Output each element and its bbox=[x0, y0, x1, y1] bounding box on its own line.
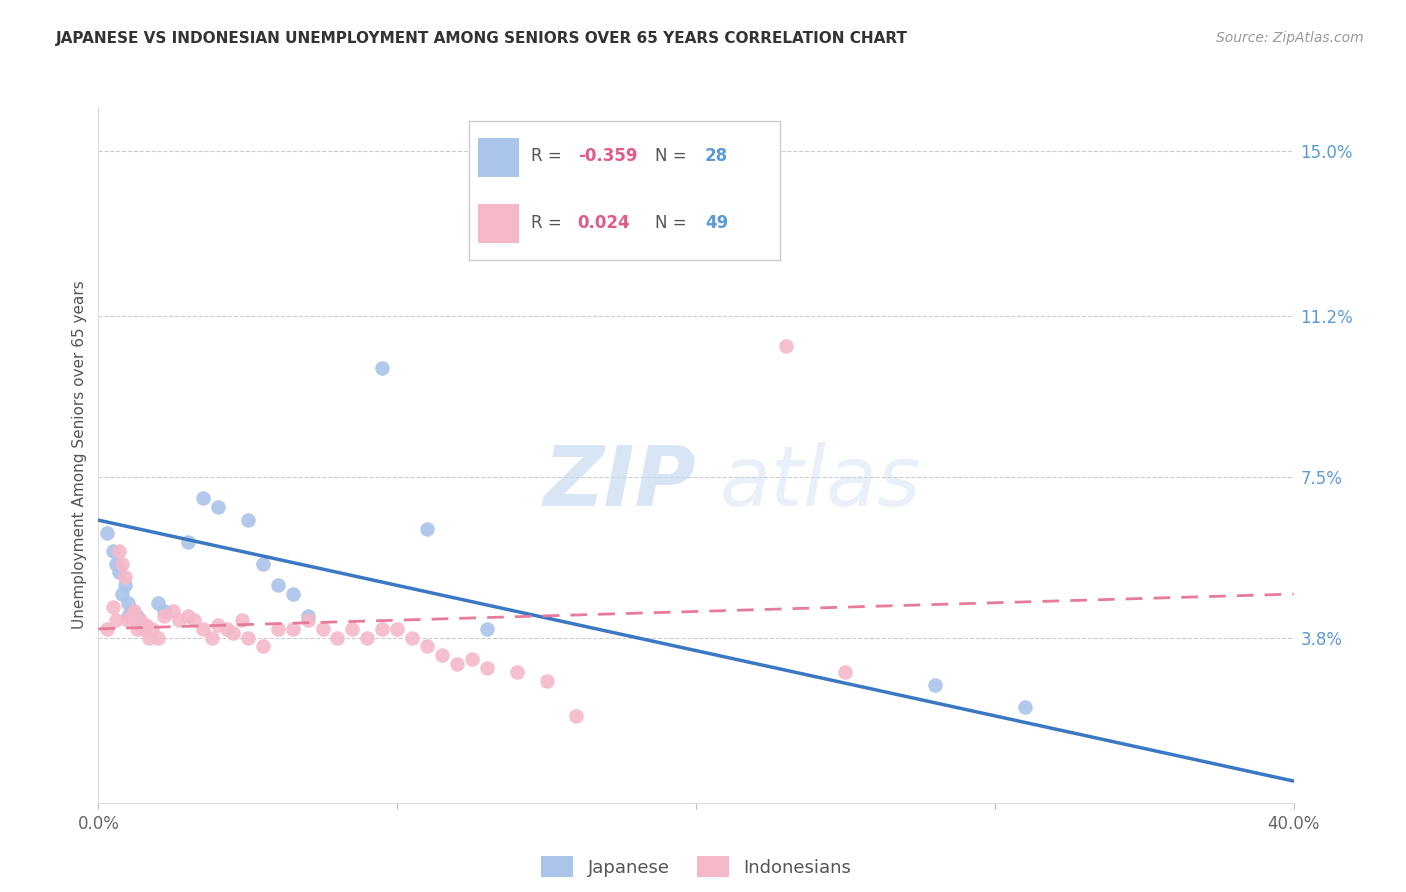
Point bbox=[430, 648, 453, 662]
Point bbox=[96, 622, 118, 636]
Point bbox=[924, 678, 946, 692]
Point bbox=[446, 657, 468, 671]
Point bbox=[114, 570, 136, 584]
Point bbox=[281, 622, 304, 636]
Point bbox=[231, 613, 253, 627]
Text: Source: ZipAtlas.com: Source: ZipAtlas.com bbox=[1216, 31, 1364, 45]
Point bbox=[153, 605, 176, 619]
Point bbox=[215, 622, 238, 636]
Point bbox=[1014, 700, 1036, 714]
Point bbox=[371, 360, 394, 375]
Point bbox=[105, 613, 128, 627]
Point bbox=[111, 587, 134, 601]
Point bbox=[252, 639, 274, 653]
Point bbox=[117, 608, 139, 623]
Point bbox=[356, 631, 378, 645]
Point bbox=[311, 622, 333, 636]
Point bbox=[834, 665, 856, 680]
Point bbox=[127, 622, 149, 636]
Y-axis label: Unemployment Among Seniors over 65 years: Unemployment Among Seniors over 65 years bbox=[72, 281, 87, 629]
Point bbox=[222, 626, 245, 640]
Text: atlas: atlas bbox=[720, 442, 921, 524]
Point bbox=[207, 617, 229, 632]
Point bbox=[105, 557, 128, 571]
Point bbox=[153, 608, 176, 623]
Point bbox=[371, 622, 394, 636]
Point bbox=[201, 631, 224, 645]
Point bbox=[416, 639, 439, 653]
Point bbox=[506, 665, 529, 680]
Point bbox=[207, 500, 229, 514]
Point bbox=[162, 605, 184, 619]
Point bbox=[475, 661, 498, 675]
Point bbox=[281, 587, 304, 601]
Point bbox=[461, 652, 484, 666]
Legend: Japanese, Indonesians: Japanese, Indonesians bbox=[533, 849, 859, 884]
Point bbox=[111, 557, 134, 571]
Point bbox=[96, 526, 118, 541]
Point bbox=[342, 622, 364, 636]
Point bbox=[475, 622, 498, 636]
Point bbox=[108, 543, 131, 558]
Point bbox=[138, 631, 160, 645]
Point bbox=[236, 631, 259, 645]
Point bbox=[129, 613, 152, 627]
Point bbox=[117, 596, 139, 610]
Point bbox=[177, 608, 200, 623]
Point bbox=[124, 608, 146, 623]
Point bbox=[401, 631, 423, 645]
Point bbox=[117, 613, 139, 627]
Point bbox=[127, 608, 149, 623]
Point bbox=[120, 605, 142, 619]
Point bbox=[267, 622, 290, 636]
Point bbox=[135, 617, 157, 632]
Point bbox=[132, 622, 155, 636]
Text: ZIP: ZIP bbox=[543, 442, 696, 524]
Point bbox=[124, 605, 146, 619]
Point bbox=[536, 674, 558, 689]
Point bbox=[129, 613, 152, 627]
Point bbox=[183, 613, 205, 627]
Point bbox=[385, 622, 409, 636]
Point bbox=[148, 631, 170, 645]
Point bbox=[267, 578, 290, 592]
Point bbox=[191, 622, 214, 636]
Point bbox=[103, 543, 125, 558]
Point bbox=[177, 535, 200, 549]
Point bbox=[103, 600, 125, 615]
Point bbox=[297, 608, 319, 623]
Point bbox=[114, 578, 136, 592]
Point bbox=[148, 596, 170, 610]
Point bbox=[252, 557, 274, 571]
Point bbox=[132, 617, 155, 632]
Point bbox=[326, 631, 349, 645]
Point bbox=[236, 513, 259, 527]
Point bbox=[297, 613, 319, 627]
Point bbox=[191, 491, 214, 506]
Point bbox=[120, 608, 142, 623]
Point bbox=[416, 522, 439, 536]
Point bbox=[167, 613, 190, 627]
Point bbox=[141, 622, 163, 636]
Point bbox=[775, 339, 797, 353]
Point bbox=[108, 566, 131, 580]
Point bbox=[565, 708, 588, 723]
Text: JAPANESE VS INDONESIAN UNEMPLOYMENT AMONG SENIORS OVER 65 YEARS CORRELATION CHAR: JAPANESE VS INDONESIAN UNEMPLOYMENT AMON… bbox=[56, 31, 908, 46]
